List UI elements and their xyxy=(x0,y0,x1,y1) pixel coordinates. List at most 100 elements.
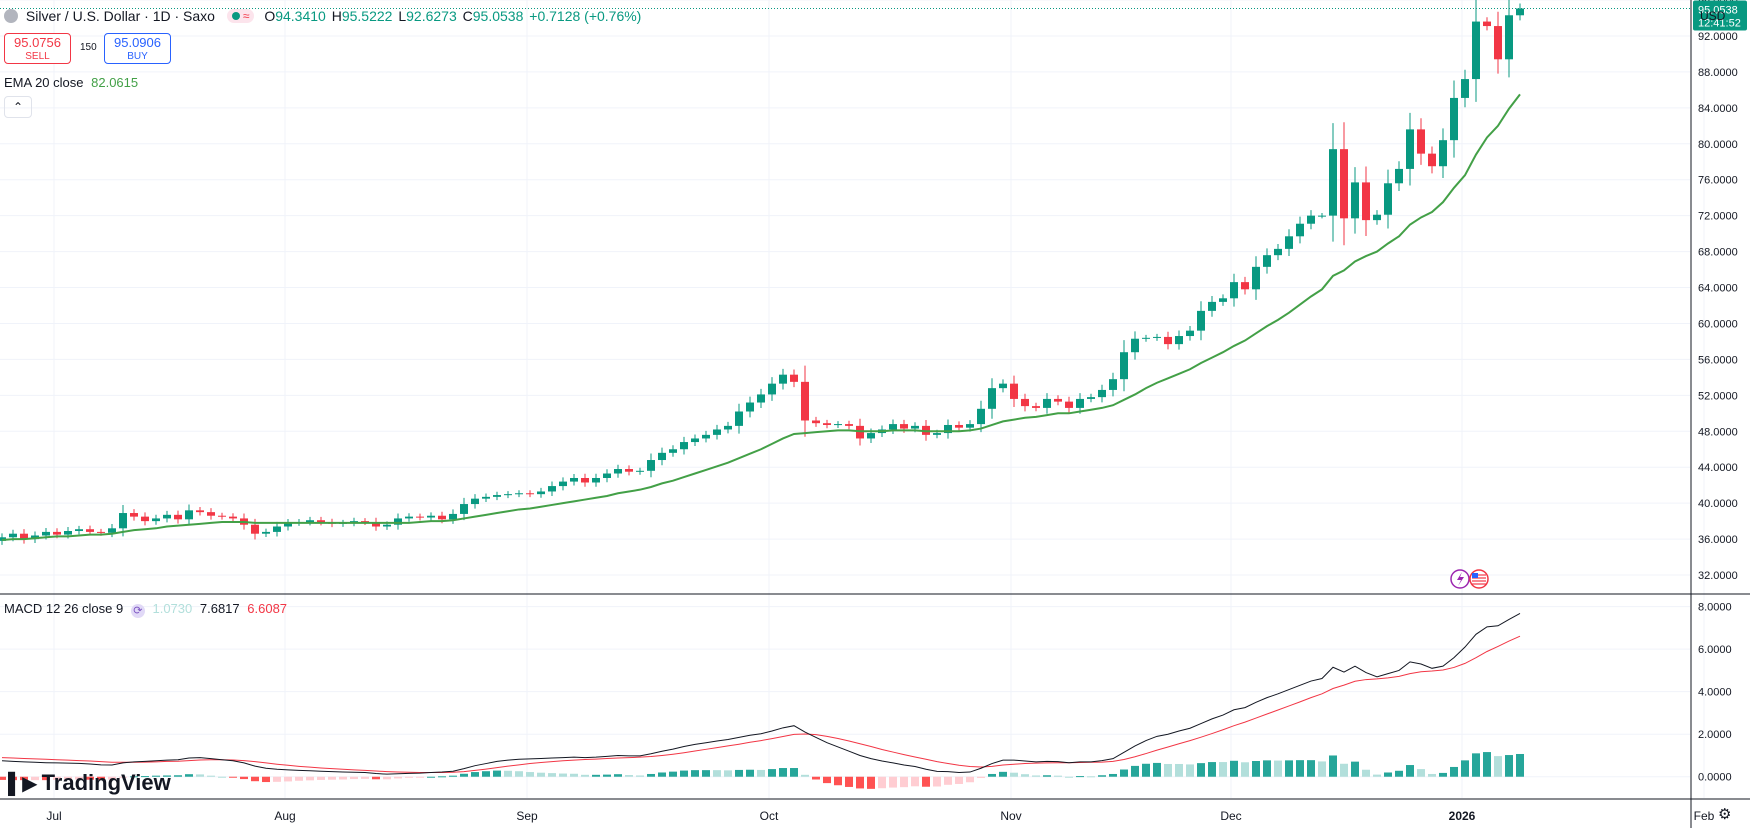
candle-body[interactable] xyxy=(1505,15,1513,60)
candle-body[interactable] xyxy=(1065,401,1073,408)
candle-body[interactable] xyxy=(592,477,600,483)
ema-legend[interactable]: EMA 20 close 82.0615 xyxy=(4,75,138,90)
candle-body[interactable] xyxy=(504,494,512,496)
buy-button[interactable]: 95.0906 BUY xyxy=(104,33,171,64)
candle-body[interactable] xyxy=(1098,389,1106,398)
candle-body[interactable] xyxy=(1329,149,1337,216)
price-pane[interactable] xyxy=(0,0,1690,545)
candle-body[interactable] xyxy=(933,433,941,435)
candle-body[interactable] xyxy=(207,512,215,516)
candle-body[interactable] xyxy=(174,514,182,520)
candle-body[interactable] xyxy=(306,520,314,523)
candle-body[interactable] xyxy=(427,515,435,518)
candle-body[interactable] xyxy=(1109,379,1117,390)
ema-line[interactable] xyxy=(1,93,1521,541)
candle-body[interactable] xyxy=(218,515,226,517)
candle-body[interactable] xyxy=(273,526,281,532)
candle-body[interactable] xyxy=(383,524,391,527)
event-markers[interactable] xyxy=(1450,569,1489,589)
macd-pane[interactable] xyxy=(0,612,1524,789)
candle-body[interactable] xyxy=(108,528,116,533)
candle-body[interactable] xyxy=(405,516,413,519)
candle-body[interactable] xyxy=(1274,248,1282,256)
candle-body[interactable] xyxy=(185,510,193,520)
candle-body[interactable] xyxy=(449,513,457,520)
settings-gear-icon[interactable]: ⚙ xyxy=(1718,806,1732,823)
macd-line[interactable] xyxy=(1,612,1521,775)
candle-body[interactable] xyxy=(86,529,94,532)
candle-body[interactable] xyxy=(768,383,776,395)
us-flag-icon[interactable] xyxy=(1469,569,1489,589)
candle-body[interactable] xyxy=(229,516,237,519)
candle-body[interactable] xyxy=(460,504,468,514)
candle-body[interactable] xyxy=(790,374,798,382)
candle-body[interactable] xyxy=(537,491,545,495)
candle-body[interactable] xyxy=(1010,383,1018,399)
candle-body[interactable] xyxy=(823,423,831,425)
candle-body[interactable] xyxy=(1032,406,1040,408)
candle-body[interactable] xyxy=(493,495,501,497)
brand-logo[interactable]: ▌▶ TradingView xyxy=(8,770,171,796)
candle-body[interactable] xyxy=(284,522,292,527)
candle-body[interactable] xyxy=(196,510,204,513)
candle-body[interactable] xyxy=(647,460,655,471)
candle-body[interactable] xyxy=(1472,21,1480,80)
symbol-title[interactable]: Silver / U.S. Dollar · 1D · Saxo xyxy=(25,8,215,24)
candle-body[interactable] xyxy=(713,429,721,435)
candle-body[interactable] xyxy=(1076,398,1084,408)
candle-body[interactable] xyxy=(526,493,534,495)
candle-body[interactable] xyxy=(746,402,754,412)
candle-body[interactable] xyxy=(1043,398,1051,408)
candle-body[interactable] xyxy=(603,473,611,478)
candle-body[interactable] xyxy=(1318,215,1326,217)
candle-body[interactable] xyxy=(867,433,875,439)
candle-body[interactable] xyxy=(1450,97,1458,141)
candle-body[interactable] xyxy=(845,424,853,426)
candle-body[interactable] xyxy=(977,408,985,425)
candle-body[interactable] xyxy=(559,481,567,487)
candle-body[interactable] xyxy=(757,394,765,403)
candle-body[interactable] xyxy=(1406,129,1414,169)
candle-body[interactable] xyxy=(911,425,919,429)
price-axis[interactable]: 32.0000 36.0000 40.0000 44.0000 48.0000 52.00… xyxy=(1698,0,1738,582)
candle-body[interactable] xyxy=(900,424,908,429)
candle-body[interactable] xyxy=(1087,397,1095,399)
candle-body[interactable] xyxy=(1153,336,1161,338)
candle-body[interactable] xyxy=(702,434,710,439)
candle-body[interactable] xyxy=(955,424,963,428)
candle-body[interactable] xyxy=(669,449,677,453)
candle-body[interactable] xyxy=(735,411,743,426)
candle-body[interactable] xyxy=(394,518,402,525)
candle-body[interactable] xyxy=(801,381,809,421)
candle-body[interactable] xyxy=(53,531,61,535)
candle-body[interactable] xyxy=(152,518,160,522)
candle-body[interactable] xyxy=(988,388,996,409)
candle-body[interactable] xyxy=(1417,129,1425,154)
candle-body[interactable] xyxy=(1307,215,1315,224)
candle-body[interactable] xyxy=(1208,301,1216,311)
candle-body[interactable] xyxy=(1362,182,1370,221)
candle-body[interactable] xyxy=(372,522,380,527)
candle-body[interactable] xyxy=(1483,21,1491,27)
candle-body[interactable] xyxy=(42,531,50,536)
candle-body[interactable] xyxy=(1340,149,1348,219)
candle-body[interactable] xyxy=(361,521,369,523)
candle-body[interactable] xyxy=(1197,310,1205,331)
candle-body[interactable] xyxy=(75,529,83,532)
candle-body[interactable] xyxy=(1186,330,1194,337)
candle-body[interactable] xyxy=(581,477,589,483)
candle-body[interactable] xyxy=(1164,336,1172,345)
candle-body[interactable] xyxy=(317,520,325,523)
candle-body[interactable] xyxy=(1373,214,1381,221)
candle-body[interactable] xyxy=(1461,79,1469,98)
candle-body[interactable] xyxy=(658,452,666,461)
candle-body[interactable] xyxy=(636,470,644,472)
macd-legend[interactable]: MACD 12 26 close 9 ⟳ 1.0730 7.6817 6.608… xyxy=(4,601,287,618)
candle-body[interactable] xyxy=(20,533,28,540)
candle-body[interactable] xyxy=(680,442,688,450)
candle-body[interactable] xyxy=(1384,183,1392,215)
collapse-legend-button[interactable]: ⌃ xyxy=(4,96,32,118)
signal-line[interactable] xyxy=(1,635,1521,773)
candle-body[interactable] xyxy=(1351,182,1359,219)
